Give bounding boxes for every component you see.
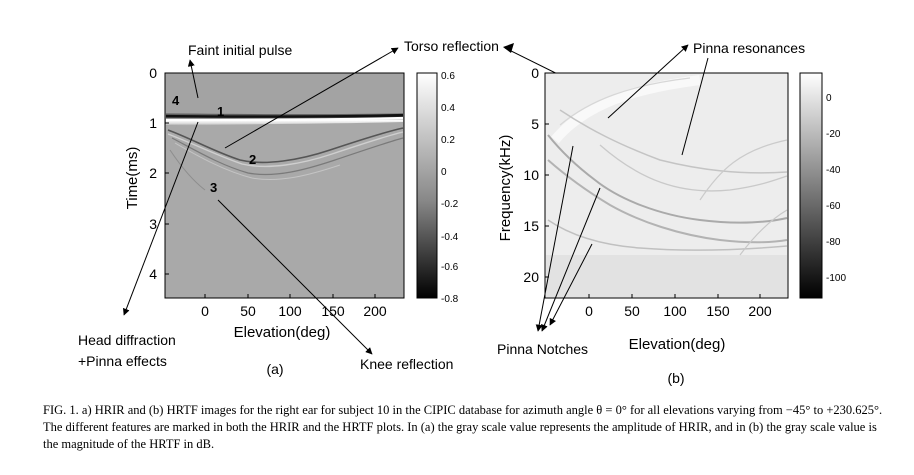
a-ytick-4: 4: [149, 266, 157, 282]
hrtf-resonance-arc-1: [551, 75, 701, 144]
hrtf-notch-curve-2: [547, 159, 788, 244]
b-xtick-150: 150: [706, 303, 730, 319]
feature-marker-1: 1: [217, 104, 224, 119]
hrtf-notch-curve-4: [599, 144, 788, 192]
arrow-pinna-notch-3: [549, 243, 593, 326]
a-cb-tick-3: 0: [441, 167, 447, 178]
annotation-head-diffraction: Head diffraction: [78, 332, 176, 348]
arrow-torso-reflection-head: [503, 43, 514, 53]
a-cb-tick-6: -0.6: [441, 262, 459, 273]
arrow-pinna-resonance-2: [681, 57, 709, 156]
arrow-head-diffraction: [122, 121, 199, 316]
b-ytick-20: 20: [523, 269, 539, 285]
annotation-pinna-effects: +Pinna effects: [78, 353, 167, 369]
a-ytick-0: 0: [149, 65, 157, 81]
a-cb-tick-0: 0.6: [441, 71, 455, 82]
panel-b-hrtf-image: [544, 72, 789, 299]
a-cb-tick-7: -0.8: [441, 294, 459, 305]
b-ytick-15: 15: [523, 218, 539, 234]
b-cb-tick-4: -80: [826, 237, 841, 248]
hrir-direct-pulse-bright-line: [165, 116, 404, 122]
a-ytick-3: 3: [149, 216, 157, 232]
b-xtick-100: 100: [663, 303, 687, 319]
a-x-axis-label: Elevation(deg): [234, 324, 331, 341]
annotation-pinna-notches: Pinna Notches: [497, 341, 588, 357]
panel-b-y-ticks: 0 5 10 15 20: [523, 65, 549, 285]
b-x-axis-label: Elevation(deg): [629, 336, 726, 353]
arrow-pinna-resonance-1: [607, 44, 689, 119]
annotation-torso-reflection: Torso reflection: [404, 38, 499, 54]
arrow-faint-initial-pulse: [187, 59, 199, 99]
hrir-knee-reflection-trace: [169, 149, 206, 191]
panel-b-x-ticks: 0 50 100 150 200: [585, 294, 772, 319]
hrir-pre-pulse-region: [166, 74, 403, 114]
b-y-axis-label: Frequency(kHz): [497, 135, 514, 242]
hrir-diffraction-arc-1: [167, 127, 404, 164]
a-cb-tick-1: 0.4: [441, 103, 455, 114]
a-ytick-2: 2: [149, 165, 157, 181]
a-xtick-200: 200: [363, 303, 387, 319]
hrir-torso-arc-light: [174, 142, 341, 181]
b-cb-tick-1: -20: [826, 129, 841, 140]
hrtf-feature-curve-7: [739, 209, 788, 256]
annotation-faint-initial-pulse: Faint initial pulse: [188, 42, 292, 58]
panel-a-hrir-image: [164, 72, 405, 299]
feature-marker-2: 2: [249, 152, 256, 167]
a-cb-tick-5: -0.4: [441, 232, 459, 243]
arrow-pinna-notch-1: [535, 145, 574, 332]
feature-marker-4: 4: [172, 93, 180, 108]
b-xtick-200: 200: [748, 303, 772, 319]
hrir-torso-arc: [171, 137, 404, 176]
a-cb-tick-2: 0.2: [441, 135, 455, 146]
hrtf-feature-curve-6: [699, 139, 788, 201]
hrir-direct-pulse-dark-line: [165, 113, 404, 118]
panel-b-colorbar: 0 -20 -40 -60 -80 -100: [799, 72, 846, 299]
hrir-diffraction-arc-2: [167, 131, 404, 168]
b-ytick-0: 0: [531, 65, 539, 81]
panel-a-colorbar: 0.6 0.4 0.2 0 -0.2 -0.4 -0.6 -0.8: [416, 71, 459, 305]
hrtf-notch-curve-5: [547, 219, 788, 251]
hrtf-notch-curve-1: [547, 134, 788, 224]
a-cb-tick-4: -0.2: [441, 199, 459, 210]
feature-marker-3: 3: [210, 180, 217, 195]
hrtf-notch-curve-3: [559, 109, 788, 174]
arrow-pinna-notch-2: [541, 187, 601, 332]
figure-caption: FIG. 1. a) HRIR and (b) HRTF images for …: [43, 403, 883, 451]
a-xtick-50: 50: [240, 303, 256, 319]
arrow-torso-reflection-to-a: [224, 47, 399, 149]
b-cb-tick-2: -40: [826, 165, 841, 176]
b-cb-tick-5: -100: [826, 273, 846, 284]
panel-a-y-ticks: 0 1 2 3 4: [149, 65, 169, 282]
b-xtick-50: 50: [624, 303, 640, 319]
panel-b-label: (b): [667, 370, 684, 386]
a-y-axis-label: Time(ms): [124, 147, 141, 210]
b-ytick-10: 10: [523, 167, 539, 183]
panel-a-label: (a): [266, 361, 283, 377]
a-xtick-100: 100: [278, 303, 302, 319]
a-xtick-150: 150: [321, 303, 345, 319]
b-cb-tick-3: -60: [826, 201, 841, 212]
hrtf-bottom-noise-region: [546, 255, 787, 297]
b-cb-tick-0: 0: [826, 93, 832, 104]
a-ytick-1: 1: [149, 115, 157, 131]
annotation-pinna-resonances: Pinna resonances: [693, 40, 805, 56]
figure-canvas: 0 1 2 3 4 0 50 100 150 200 Elevation(deg…: [78, 38, 846, 386]
b-ytick-5: 5: [531, 116, 539, 132]
panel-a-x-ticks: 0 50 100 150 200: [201, 294, 387, 319]
a-xtick-0: 0: [201, 303, 209, 319]
arrow-knee-reflection: [217, 199, 373, 355]
b-xtick-0: 0: [585, 303, 593, 319]
annotation-knee-reflection: Knee reflection: [360, 356, 453, 372]
